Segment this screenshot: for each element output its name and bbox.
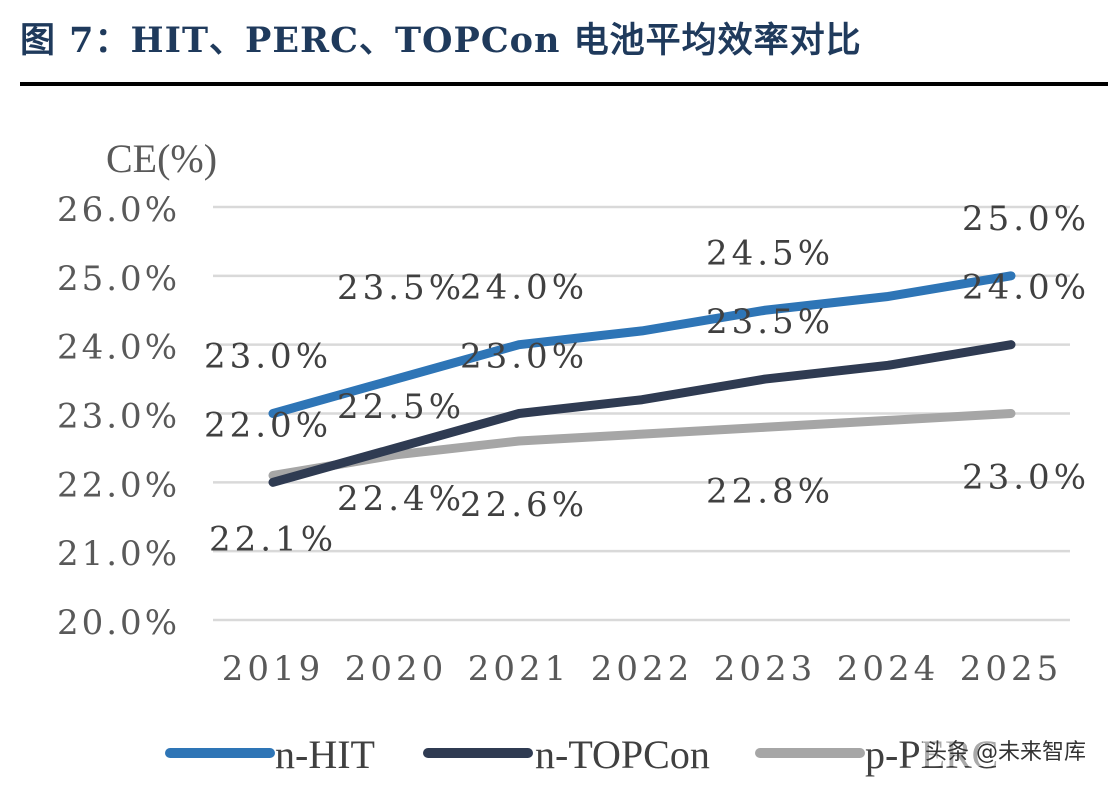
- data-label: 22.0%: [204, 405, 332, 445]
- y-tick-label: 26.0%: [57, 190, 180, 230]
- data-label: 24.0%: [460, 268, 588, 308]
- series-lines: [268, 271, 1016, 487]
- legend-label: n-TOPCon: [535, 732, 710, 777]
- data-label: 22.6%: [460, 485, 588, 525]
- x-tick-label: 2022: [591, 649, 694, 689]
- data-label: 23.5%: [337, 268, 465, 308]
- legend-label: n-HIT: [275, 732, 375, 777]
- data-label: 23.0%: [460, 337, 588, 377]
- data-label: 22.5%: [337, 387, 465, 427]
- y-axis-ticks: 20.0% 21.0% 22.0% 23.0% 24.0% 25.0% 26.0%: [57, 190, 180, 643]
- data-label: 25.0%: [962, 199, 1090, 239]
- data-label: 23.0%: [204, 337, 332, 377]
- title-divider: [20, 82, 1108, 86]
- gridlines: [213, 205, 1070, 622]
- chart-title: 图 7：HIT、PERC、TOPCon 电池平均效率对比: [20, 20, 862, 61]
- x-tick-label: 2021: [468, 649, 571, 689]
- series-line-n-topcon: [268, 340, 1016, 487]
- y-tick-label: 25.0%: [57, 259, 180, 299]
- y-tick-label: 22.0%: [57, 465, 180, 505]
- data-label: 24.5%: [706, 233, 834, 273]
- x-tick-label: 2025: [960, 649, 1063, 689]
- series-line-p-perc: [268, 409, 1016, 480]
- x-axis-ticks: 2019 2020 2021 2022 2023 2024 2025: [222, 649, 1063, 689]
- series-line-n-hit: [268, 271, 1016, 418]
- data-label: 23.5%: [706, 302, 834, 342]
- data-labels: 23.0%23.5%24.0%24.5%25.0%22.0% 22.5%23.0%…: [204, 199, 1090, 560]
- x-tick-label: 2024: [837, 649, 940, 689]
- data-label: 22.8%: [706, 471, 834, 511]
- data-label: 22.1%: [209, 519, 337, 559]
- y-axis-label: CE(%): [106, 136, 217, 181]
- x-tick-label: 2019: [222, 649, 325, 689]
- y-tick-label: 24.0%: [57, 328, 180, 368]
- y-tick-label: 20.0%: [57, 603, 180, 643]
- data-label: 23.0%: [962, 458, 1090, 498]
- x-tick-label: 2023: [714, 649, 817, 689]
- x-tick-label: 2020: [345, 649, 448, 689]
- y-tick-label: 23.0%: [57, 397, 180, 437]
- data-label: 22.4%: [337, 479, 465, 519]
- data-label: 24.0%: [962, 268, 1090, 308]
- y-tick-label: 21.0%: [57, 534, 180, 574]
- watermark: 头条 @未来智库: [923, 734, 1088, 766]
